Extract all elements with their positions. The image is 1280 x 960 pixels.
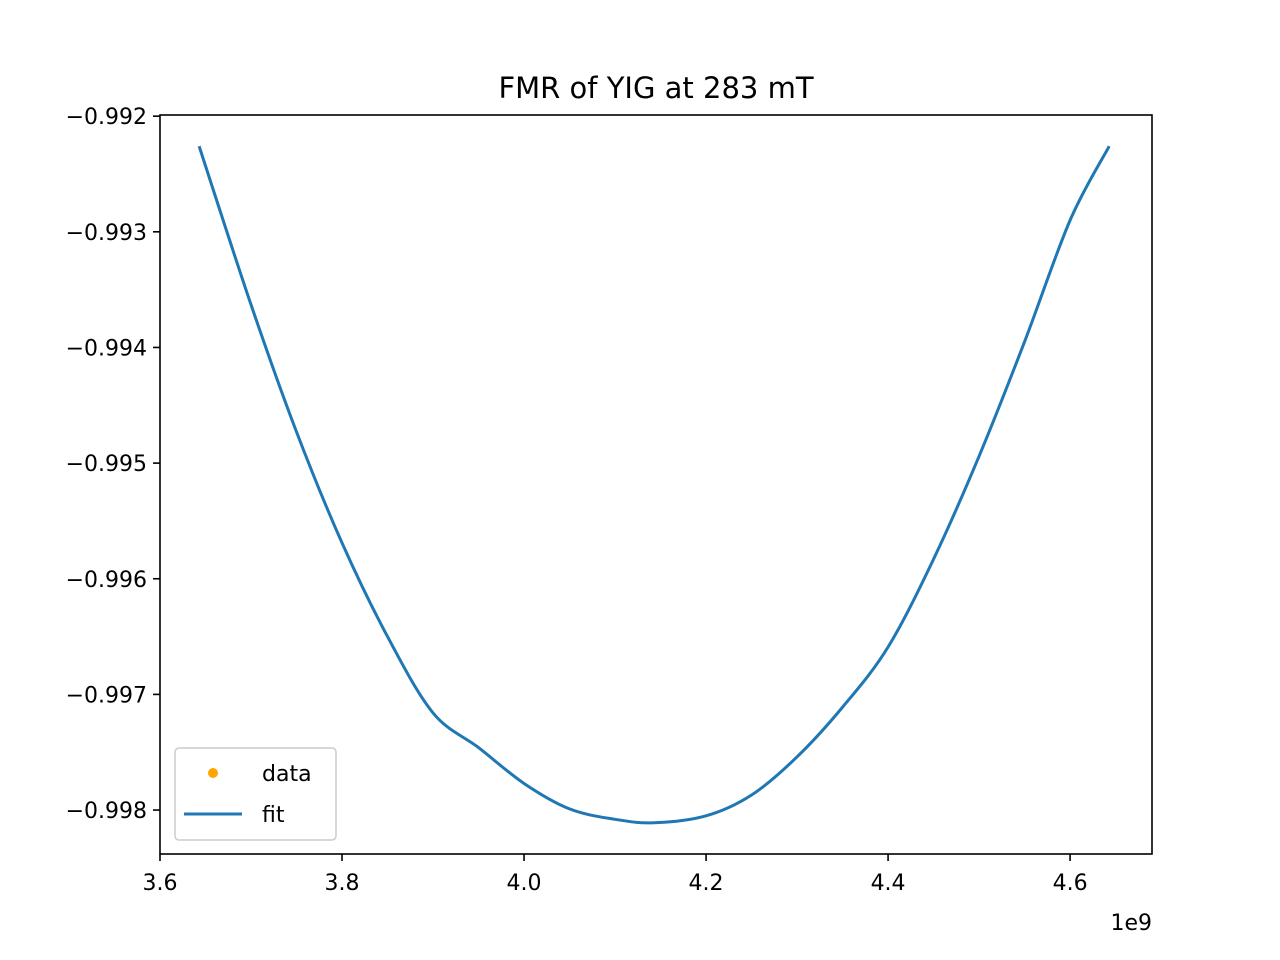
legend: data fit [174, 747, 337, 841]
x-tick-label: 4.2 [689, 871, 724, 896]
x-axis: 3.6 3.8 4.0 4.2 4.4 4.6 [143, 854, 1088, 896]
legend-data-marker [208, 768, 218, 778]
y-tick-label: −0.996 [66, 568, 147, 593]
axes-frame [159, 114, 1153, 855]
y-tick-label: −0.997 [66, 683, 147, 708]
y-axis: −0.992 −0.993 −0.994 −0.995 −0.996 −0.997 −0.9… [66, 105, 160, 824]
plot-area [159, 114, 1153, 855]
legend-box [174, 747, 337, 841]
x-tick-label: 3.6 [143, 871, 178, 896]
x-tick-label: 3.8 [325, 871, 360, 896]
series-fit-line [197, 145, 1111, 825]
chart-title: FMR of YIG at 283 mT [498, 71, 813, 105]
x-tick-label: 4.0 [507, 871, 542, 896]
y-tick-label: −0.995 [66, 452, 147, 477]
y-tick-label: −0.994 [66, 336, 147, 361]
y-tick-label: −0.993 [66, 221, 147, 246]
y-tick-label: −0.992 [66, 105, 147, 130]
x-tick-label: 4.6 [1053, 871, 1088, 896]
y-tick-label: −0.998 [66, 799, 147, 824]
x-offset-label: 1e9 [1110, 911, 1152, 936]
x-tick-label: 4.4 [871, 871, 906, 896]
legend-label-fit: fit [262, 803, 285, 828]
series-layer [197, 145, 1111, 825]
legend-label-data: data [262, 762, 312, 787]
